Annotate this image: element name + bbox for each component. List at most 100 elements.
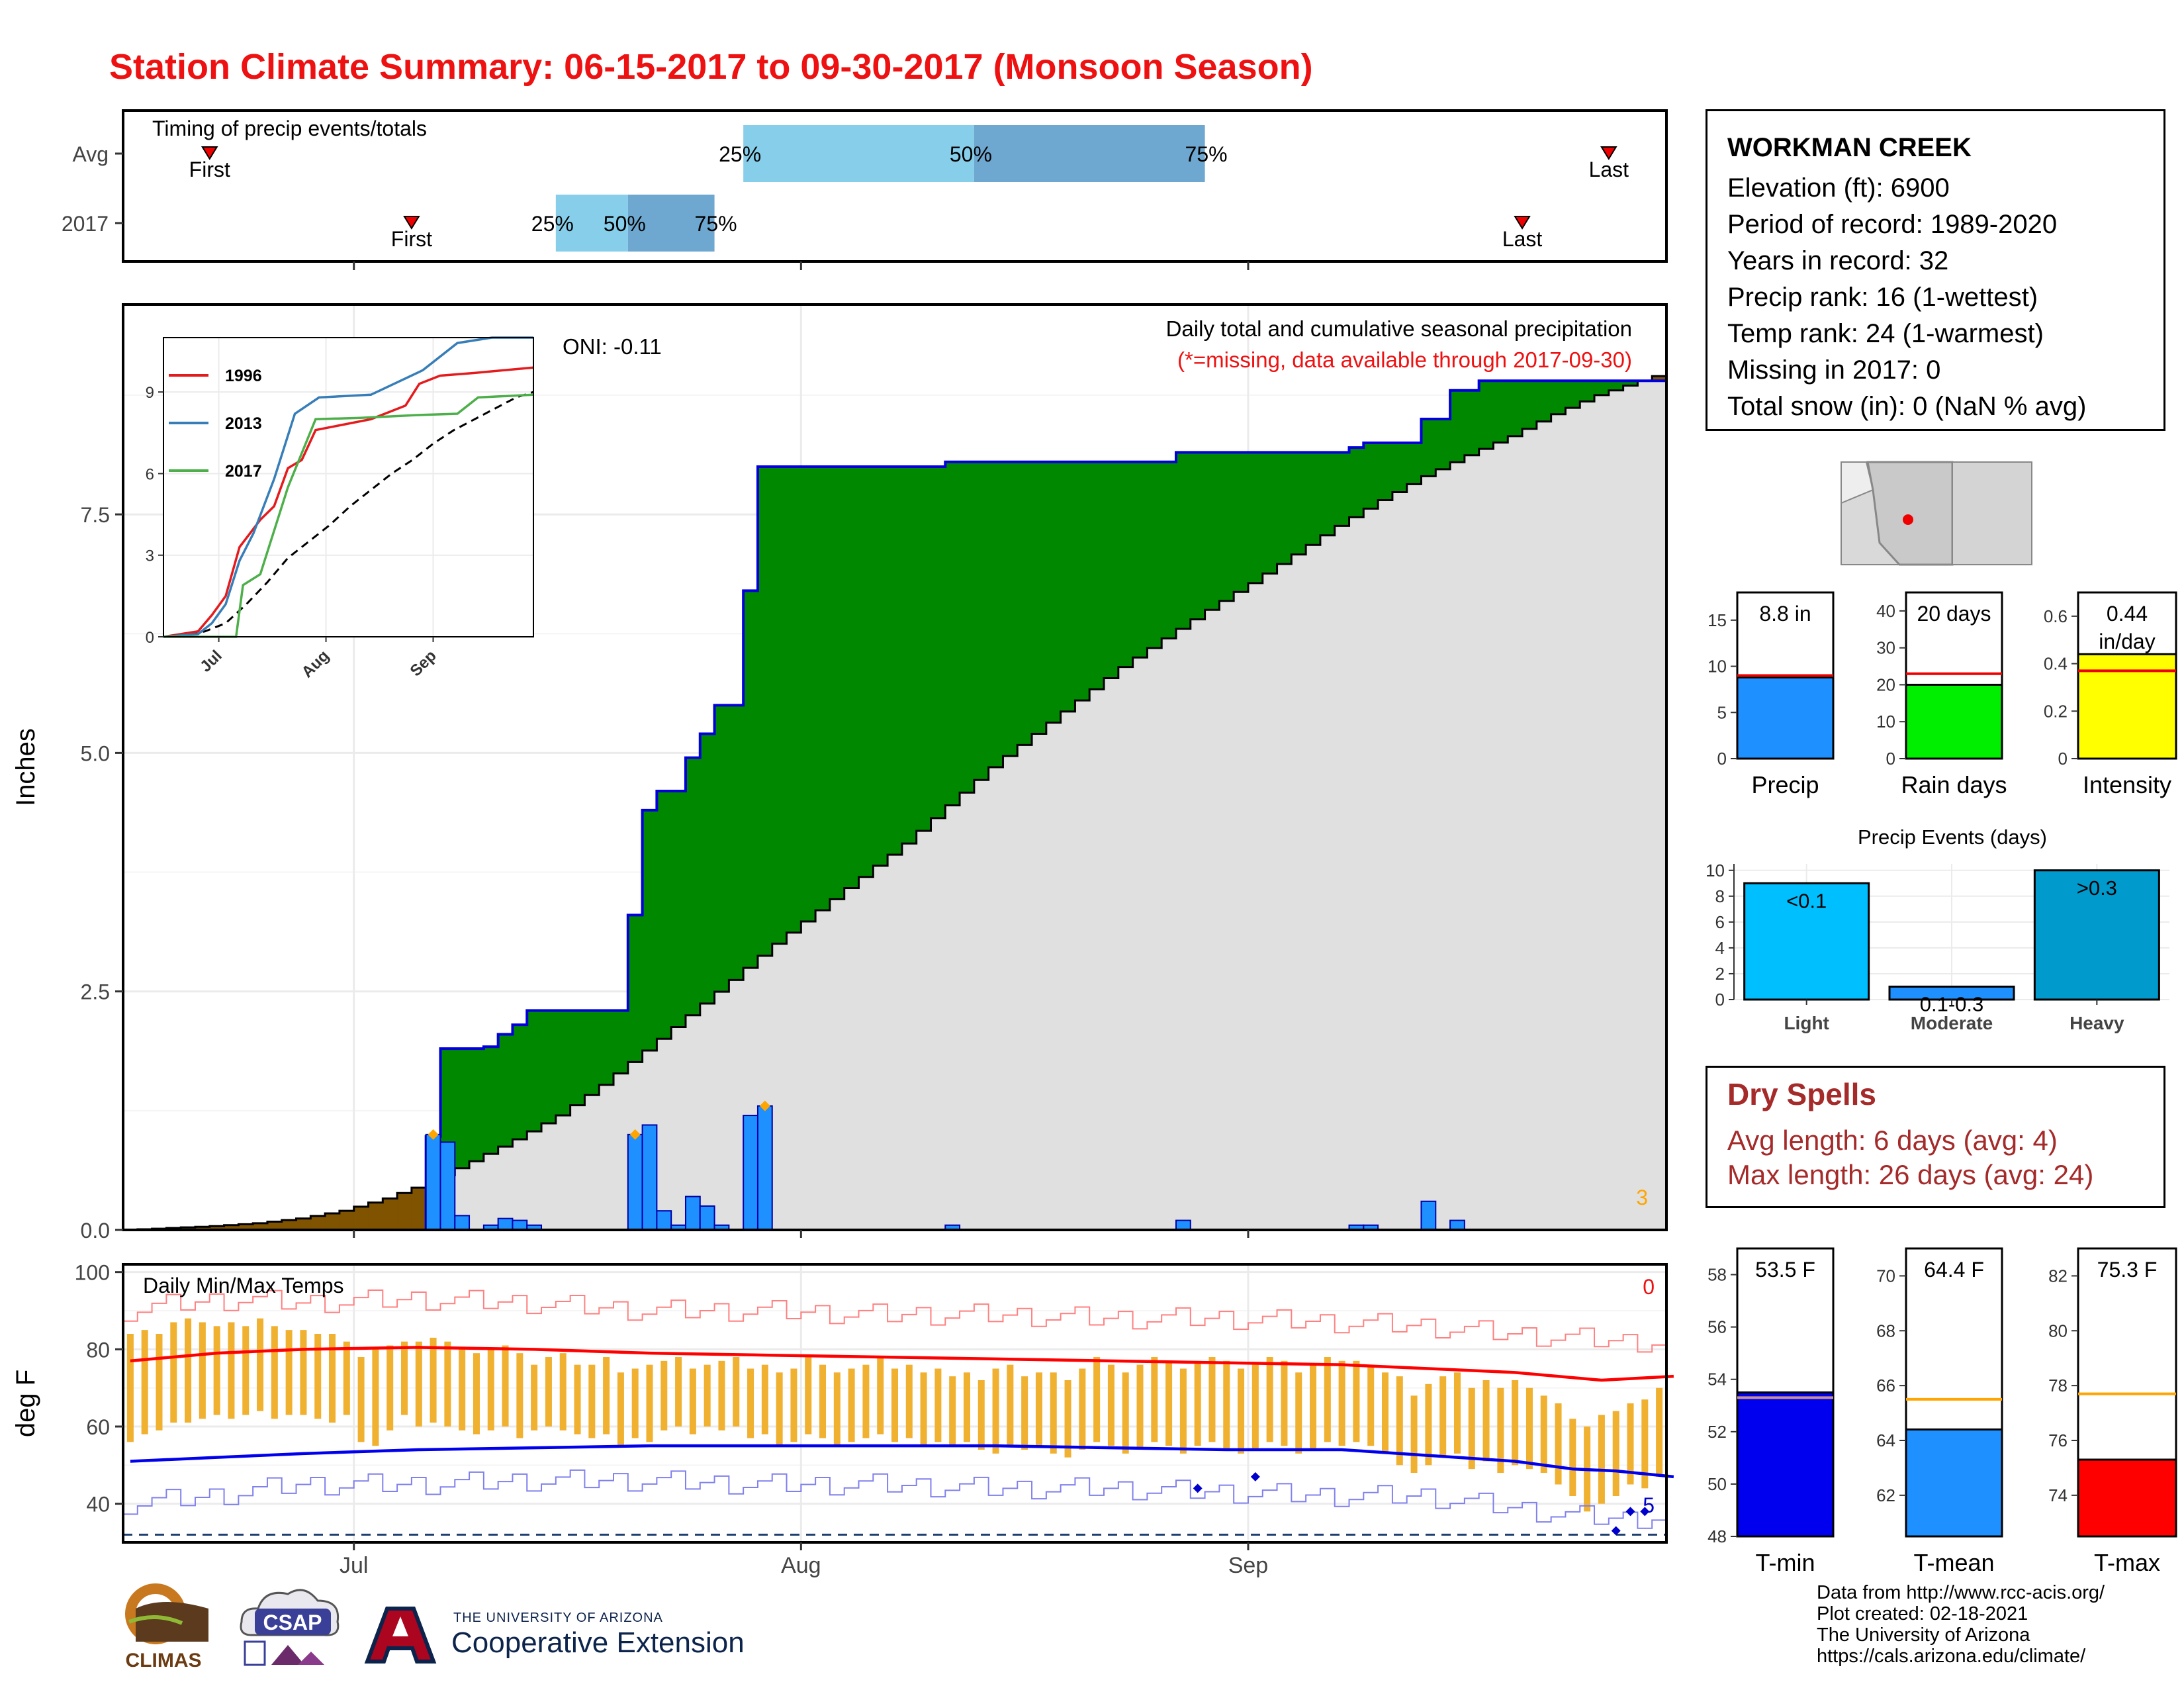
timing-first-label: First	[189, 158, 230, 181]
temp-daily-range-bar	[357, 1357, 365, 1442]
rain-days-y-tick-label: 0	[1886, 749, 1895, 769]
precip-avg-fill	[1046, 722, 1062, 1230]
precip-above-avg-fill	[1450, 390, 1465, 463]
station-snow: Total snow (in): 0 (NaN % avg)	[1727, 392, 2087, 421]
climas-logo: CLIMAS	[125, 1583, 208, 1671]
temp-daily-range-bar	[372, 1349, 379, 1446]
precip-avg-fill	[455, 1168, 470, 1230]
temp-daily-range-bar	[905, 1364, 913, 1438]
timing-label-75: 75%	[1185, 142, 1228, 166]
precip-avg-fill	[1175, 629, 1191, 1230]
temp-daily-range-bar	[1482, 1380, 1490, 1462]
t-max-axis-label: T-max	[2094, 1549, 2160, 1576]
temp-daily-range-bar	[444, 1341, 451, 1427]
precip-below-avg-fill	[195, 1227, 210, 1230]
precip-above-avg-fill	[1003, 461, 1018, 757]
temp-daily-range-bar	[1035, 1372, 1042, 1446]
precip-above-avg-fill	[743, 590, 758, 968]
precip-above-avg-fill	[916, 467, 931, 831]
temp-daily-range-bar	[213, 1326, 220, 1415]
credit-date: Plot created: 02-18-2021	[1817, 1603, 2028, 1624]
temp-x-tick-label: Sep	[1228, 1553, 1269, 1578]
rain-days-y-tick-label: 10	[1876, 712, 1895, 731]
precip-avg-fill	[916, 831, 931, 1230]
temp-daily-range-bar	[891, 1368, 898, 1442]
temp-y-axis-label: deg F	[11, 1370, 40, 1437]
temp-daily-range-bar	[877, 1357, 884, 1434]
precip-above-avg-fill	[1320, 452, 1336, 536]
precip-events-y-tick-label: 4	[1715, 938, 1725, 958]
precip-above-avg-fill	[498, 1034, 513, 1147]
temp-record-min-line	[123, 1469, 1667, 1529]
precip-avg-fill	[1608, 390, 1624, 1230]
temp-daily-range-bar	[1627, 1403, 1634, 1485]
precip-avg-fill	[1551, 414, 1566, 1231]
precip-avg-fill	[1277, 564, 1292, 1230]
intensity-y-tick-label: 0.4	[2044, 654, 2068, 674]
temp-daily-range-bar	[833, 1372, 841, 1446]
temp-daily-range-bar	[1310, 1364, 1317, 1450]
inset-series-line-1996	[163, 366, 534, 638]
temp-daily-range-bar	[1281, 1360, 1288, 1446]
temp-daily-range-bar	[1612, 1411, 1619, 1496]
map-state-nm	[1952, 461, 2032, 565]
temp-daily-range-bar	[805, 1357, 812, 1434]
ua-extension-name: Cooperative Extension	[451, 1626, 745, 1659]
intensity-y-tick-label: 0	[2058, 749, 2068, 769]
t-max-panel: 74 76 78 80 82 75.3 F T-max	[2048, 1247, 2177, 1576]
temp-daily-range-bar	[1136, 1364, 1144, 1450]
inset-legend-label: 2017	[225, 462, 262, 481]
temp-daily-range-bar	[963, 1372, 970, 1442]
station-missing: Missing in 2017: 0	[1727, 355, 1941, 385]
precip-avg-fill	[527, 1131, 542, 1230]
precip-above-avg-fill	[1118, 461, 1134, 667]
precip-record-marker	[629, 1129, 641, 1140]
t-max-y-tick-label: 80	[2048, 1321, 2068, 1340]
temp-daily-range-bar	[1468, 1387, 1475, 1470]
precip-avg-fill	[873, 865, 888, 1230]
precip-events-category-label: Heavy	[2070, 1013, 2124, 1033]
precip-daily-bar	[1449, 1219, 1465, 1231]
climas-logo-text: CLIMAS	[126, 1650, 202, 1671]
oni-label: ONI: -0.11	[563, 334, 662, 359]
precip-above-avg-fill	[527, 1010, 542, 1132]
inset-average-line	[163, 391, 534, 638]
t-mean-value-label: 64.4 F	[1924, 1258, 1984, 1282]
precip-above-avg-fill	[1435, 418, 1451, 469]
precip-daily-bar	[684, 1196, 701, 1231]
precip-daily-bar	[1420, 1200, 1437, 1231]
precip-avg-fill	[1450, 462, 1465, 1230]
temp-daily-range-bar	[862, 1364, 870, 1438]
precip-events-bar-label: >0.3	[2077, 876, 2117, 900]
precip-avg-fill	[1320, 535, 1336, 1231]
precip-above-avg-fill	[584, 1010, 600, 1096]
precip-avg-fill	[512, 1139, 527, 1230]
precip-avg-fill	[498, 1147, 513, 1230]
precip-above-avg-fill	[483, 1047, 499, 1154]
precip-above-avg-fill	[1075, 461, 1090, 701]
precip-above-avg-fill	[1493, 381, 1508, 443]
precip-below-avg-fill	[325, 1213, 340, 1230]
temp-daily-range-bar	[228, 1322, 235, 1419]
precip-events-bar	[2033, 869, 2160, 1001]
station-period: Period of record: 1989-2020	[1727, 210, 2058, 239]
precip-total-panel: 0 5 10 15 8.8 in Precip	[1707, 591, 1835, 798]
temp-daily-range-bar	[1453, 1372, 1461, 1454]
precip-above-avg-fill	[858, 467, 874, 877]
intensity-y-tick-label: 0.2	[2044, 701, 2068, 721]
precip-events-category-label: Moderate	[1911, 1013, 1993, 1033]
dry-spells-title: Dry Spells	[1727, 1077, 1876, 1111]
csap-logo-text: CSAP	[263, 1611, 322, 1634]
temp-daily-range-bar	[1512, 1380, 1519, 1466]
temp-daily-range-bar	[1093, 1357, 1101, 1442]
precip-total-y-tick-label: 0	[1717, 749, 1727, 769]
temp-daily-range-bar	[790, 1368, 797, 1442]
precip-above-avg-fill	[1219, 452, 1234, 601]
t-max-value-label: 75.3 F	[2097, 1258, 2158, 1282]
precip-above-avg-fill	[1089, 461, 1105, 690]
precip-above-avg-fill	[1175, 452, 1191, 630]
dry-spells-max: Max length: 26 days (avg: 24)	[1727, 1159, 2094, 1190]
precip-avg-fill	[1205, 610, 1220, 1230]
t-mean-y-tick-label: 62	[1876, 1485, 1895, 1505]
station-temp-rank: Temp rank: 24 (1-warmest)	[1727, 319, 2044, 348]
